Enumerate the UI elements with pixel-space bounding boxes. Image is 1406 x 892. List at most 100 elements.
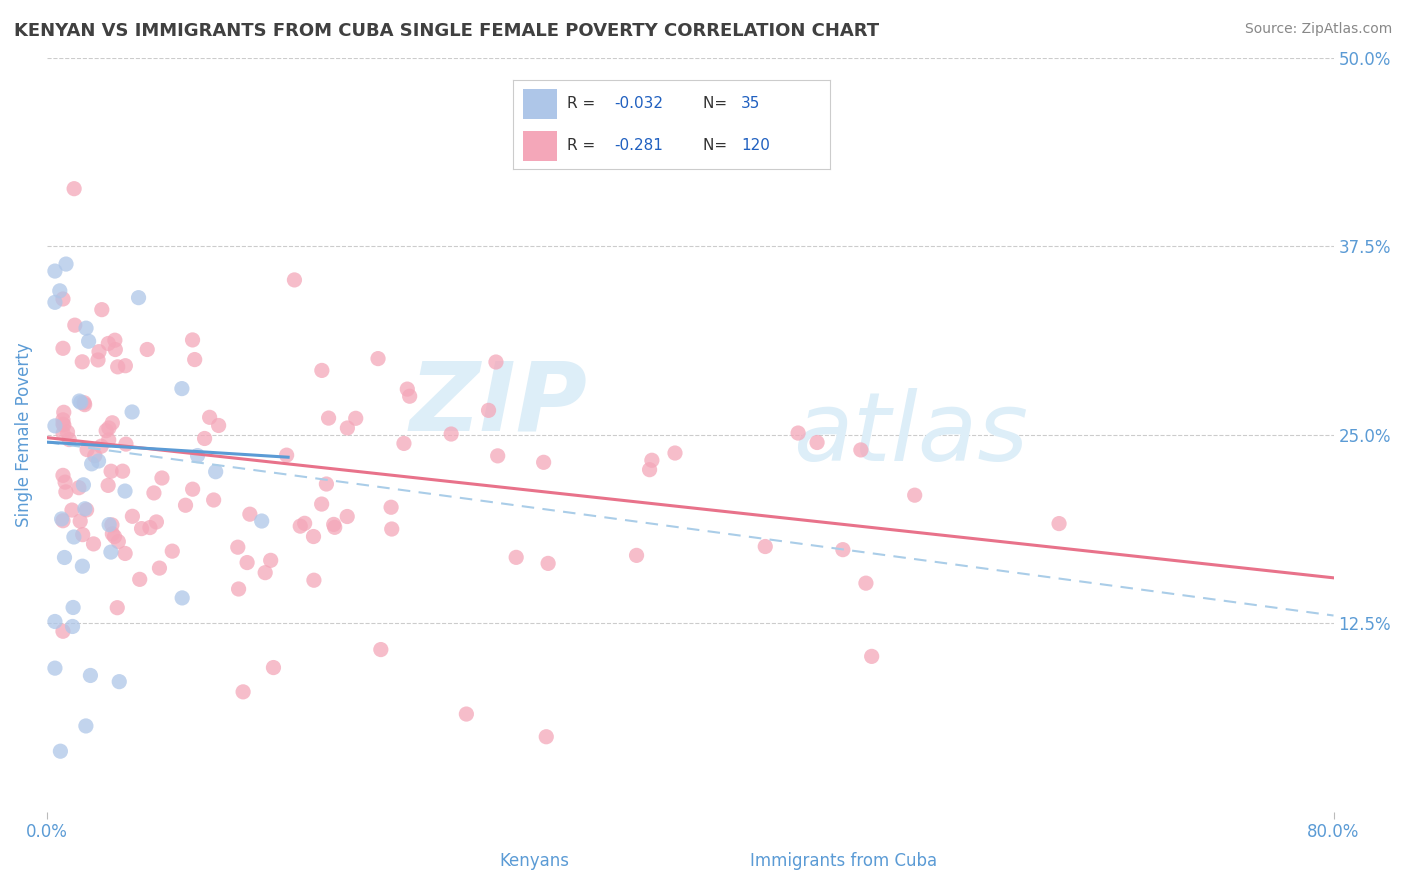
Text: Kenyans: Kenyans bbox=[499, 852, 569, 870]
Point bbox=[52, 405, 75, 419]
Point bbox=[806, 435, 828, 450]
Text: KENYAN VS IMMIGRANTS FROM CUBA SINGLE FEMALE POVERTY CORRELATION CHART: KENYAN VS IMMIGRANTS FROM CUBA SINGLE FE… bbox=[14, 22, 879, 40]
Point bbox=[638, 463, 661, 477]
Point bbox=[55, 257, 77, 271]
Point bbox=[100, 545, 122, 559]
Point bbox=[174, 498, 197, 512]
Point bbox=[236, 556, 259, 570]
Point bbox=[290, 519, 312, 533]
Point bbox=[302, 573, 325, 587]
Point bbox=[226, 540, 249, 554]
Point bbox=[440, 427, 463, 442]
Point bbox=[75, 321, 97, 335]
Point bbox=[381, 522, 404, 536]
Point bbox=[52, 413, 75, 427]
Point bbox=[181, 333, 204, 347]
Point bbox=[370, 642, 392, 657]
Point bbox=[101, 416, 124, 430]
Point bbox=[73, 396, 96, 410]
Point bbox=[172, 591, 194, 605]
Point bbox=[536, 730, 558, 744]
Point bbox=[344, 411, 367, 425]
Point bbox=[67, 481, 90, 495]
Point bbox=[104, 333, 127, 347]
Point bbox=[207, 418, 229, 433]
Point bbox=[53, 550, 76, 565]
Point bbox=[456, 707, 478, 722]
Point bbox=[49, 744, 72, 758]
Point bbox=[398, 389, 420, 403]
Point bbox=[83, 449, 105, 463]
Point bbox=[276, 448, 298, 462]
Point bbox=[69, 514, 91, 528]
Point bbox=[486, 449, 509, 463]
Point bbox=[44, 264, 66, 278]
Point bbox=[58, 433, 80, 447]
Point bbox=[52, 417, 75, 432]
Point bbox=[76, 442, 98, 457]
Point bbox=[97, 478, 120, 492]
Y-axis label: Single Female Poverty: Single Female Poverty bbox=[15, 343, 32, 527]
Point bbox=[315, 477, 337, 491]
Point bbox=[44, 295, 66, 310]
Point bbox=[860, 649, 883, 664]
Point bbox=[105, 600, 128, 615]
Text: N=: N= bbox=[703, 138, 733, 153]
Point bbox=[52, 292, 75, 306]
Text: R =: R = bbox=[567, 96, 600, 112]
Point bbox=[311, 363, 333, 377]
Point bbox=[121, 509, 143, 524]
Point bbox=[121, 405, 143, 419]
Text: 120: 120 bbox=[741, 138, 770, 153]
Point bbox=[114, 546, 136, 560]
Point bbox=[641, 453, 664, 467]
Point bbox=[904, 488, 927, 502]
Point bbox=[194, 432, 217, 446]
Point bbox=[754, 540, 776, 554]
Point bbox=[392, 436, 415, 450]
Point bbox=[87, 454, 110, 468]
Point bbox=[302, 529, 325, 543]
Point bbox=[49, 284, 72, 298]
Point bbox=[97, 433, 120, 447]
Text: R =: R = bbox=[567, 138, 600, 153]
Point bbox=[198, 410, 221, 425]
Point bbox=[262, 660, 284, 674]
Text: atlas: atlas bbox=[793, 388, 1028, 481]
Point bbox=[294, 516, 316, 531]
Point bbox=[145, 515, 167, 529]
Point bbox=[128, 572, 150, 586]
Point bbox=[52, 417, 75, 432]
Point bbox=[76, 503, 98, 517]
Point bbox=[380, 500, 402, 515]
Point bbox=[62, 600, 84, 615]
Point bbox=[101, 517, 124, 532]
Point bbox=[56, 425, 79, 439]
Point bbox=[77, 334, 100, 349]
Point bbox=[111, 464, 134, 478]
Point bbox=[239, 507, 262, 521]
Point bbox=[90, 439, 112, 453]
Point bbox=[128, 291, 150, 305]
Point bbox=[131, 522, 153, 536]
Point bbox=[100, 464, 122, 478]
Point bbox=[90, 302, 112, 317]
Point bbox=[104, 343, 127, 357]
Text: -0.032: -0.032 bbox=[614, 96, 664, 112]
Point bbox=[787, 425, 810, 440]
Text: 35: 35 bbox=[741, 96, 761, 112]
Point bbox=[533, 455, 555, 469]
Point bbox=[183, 352, 205, 367]
Point bbox=[87, 353, 110, 368]
Point bbox=[97, 421, 120, 435]
Point bbox=[44, 661, 66, 675]
Text: Source: ZipAtlas.com: Source: ZipAtlas.com bbox=[1244, 22, 1392, 37]
Point bbox=[187, 449, 209, 463]
Point bbox=[52, 514, 75, 528]
Point bbox=[60, 503, 83, 517]
Point bbox=[98, 517, 121, 532]
Point bbox=[1047, 516, 1070, 531]
Point bbox=[626, 549, 648, 563]
Point bbox=[148, 561, 170, 575]
Text: ZIP: ZIP bbox=[409, 358, 588, 451]
